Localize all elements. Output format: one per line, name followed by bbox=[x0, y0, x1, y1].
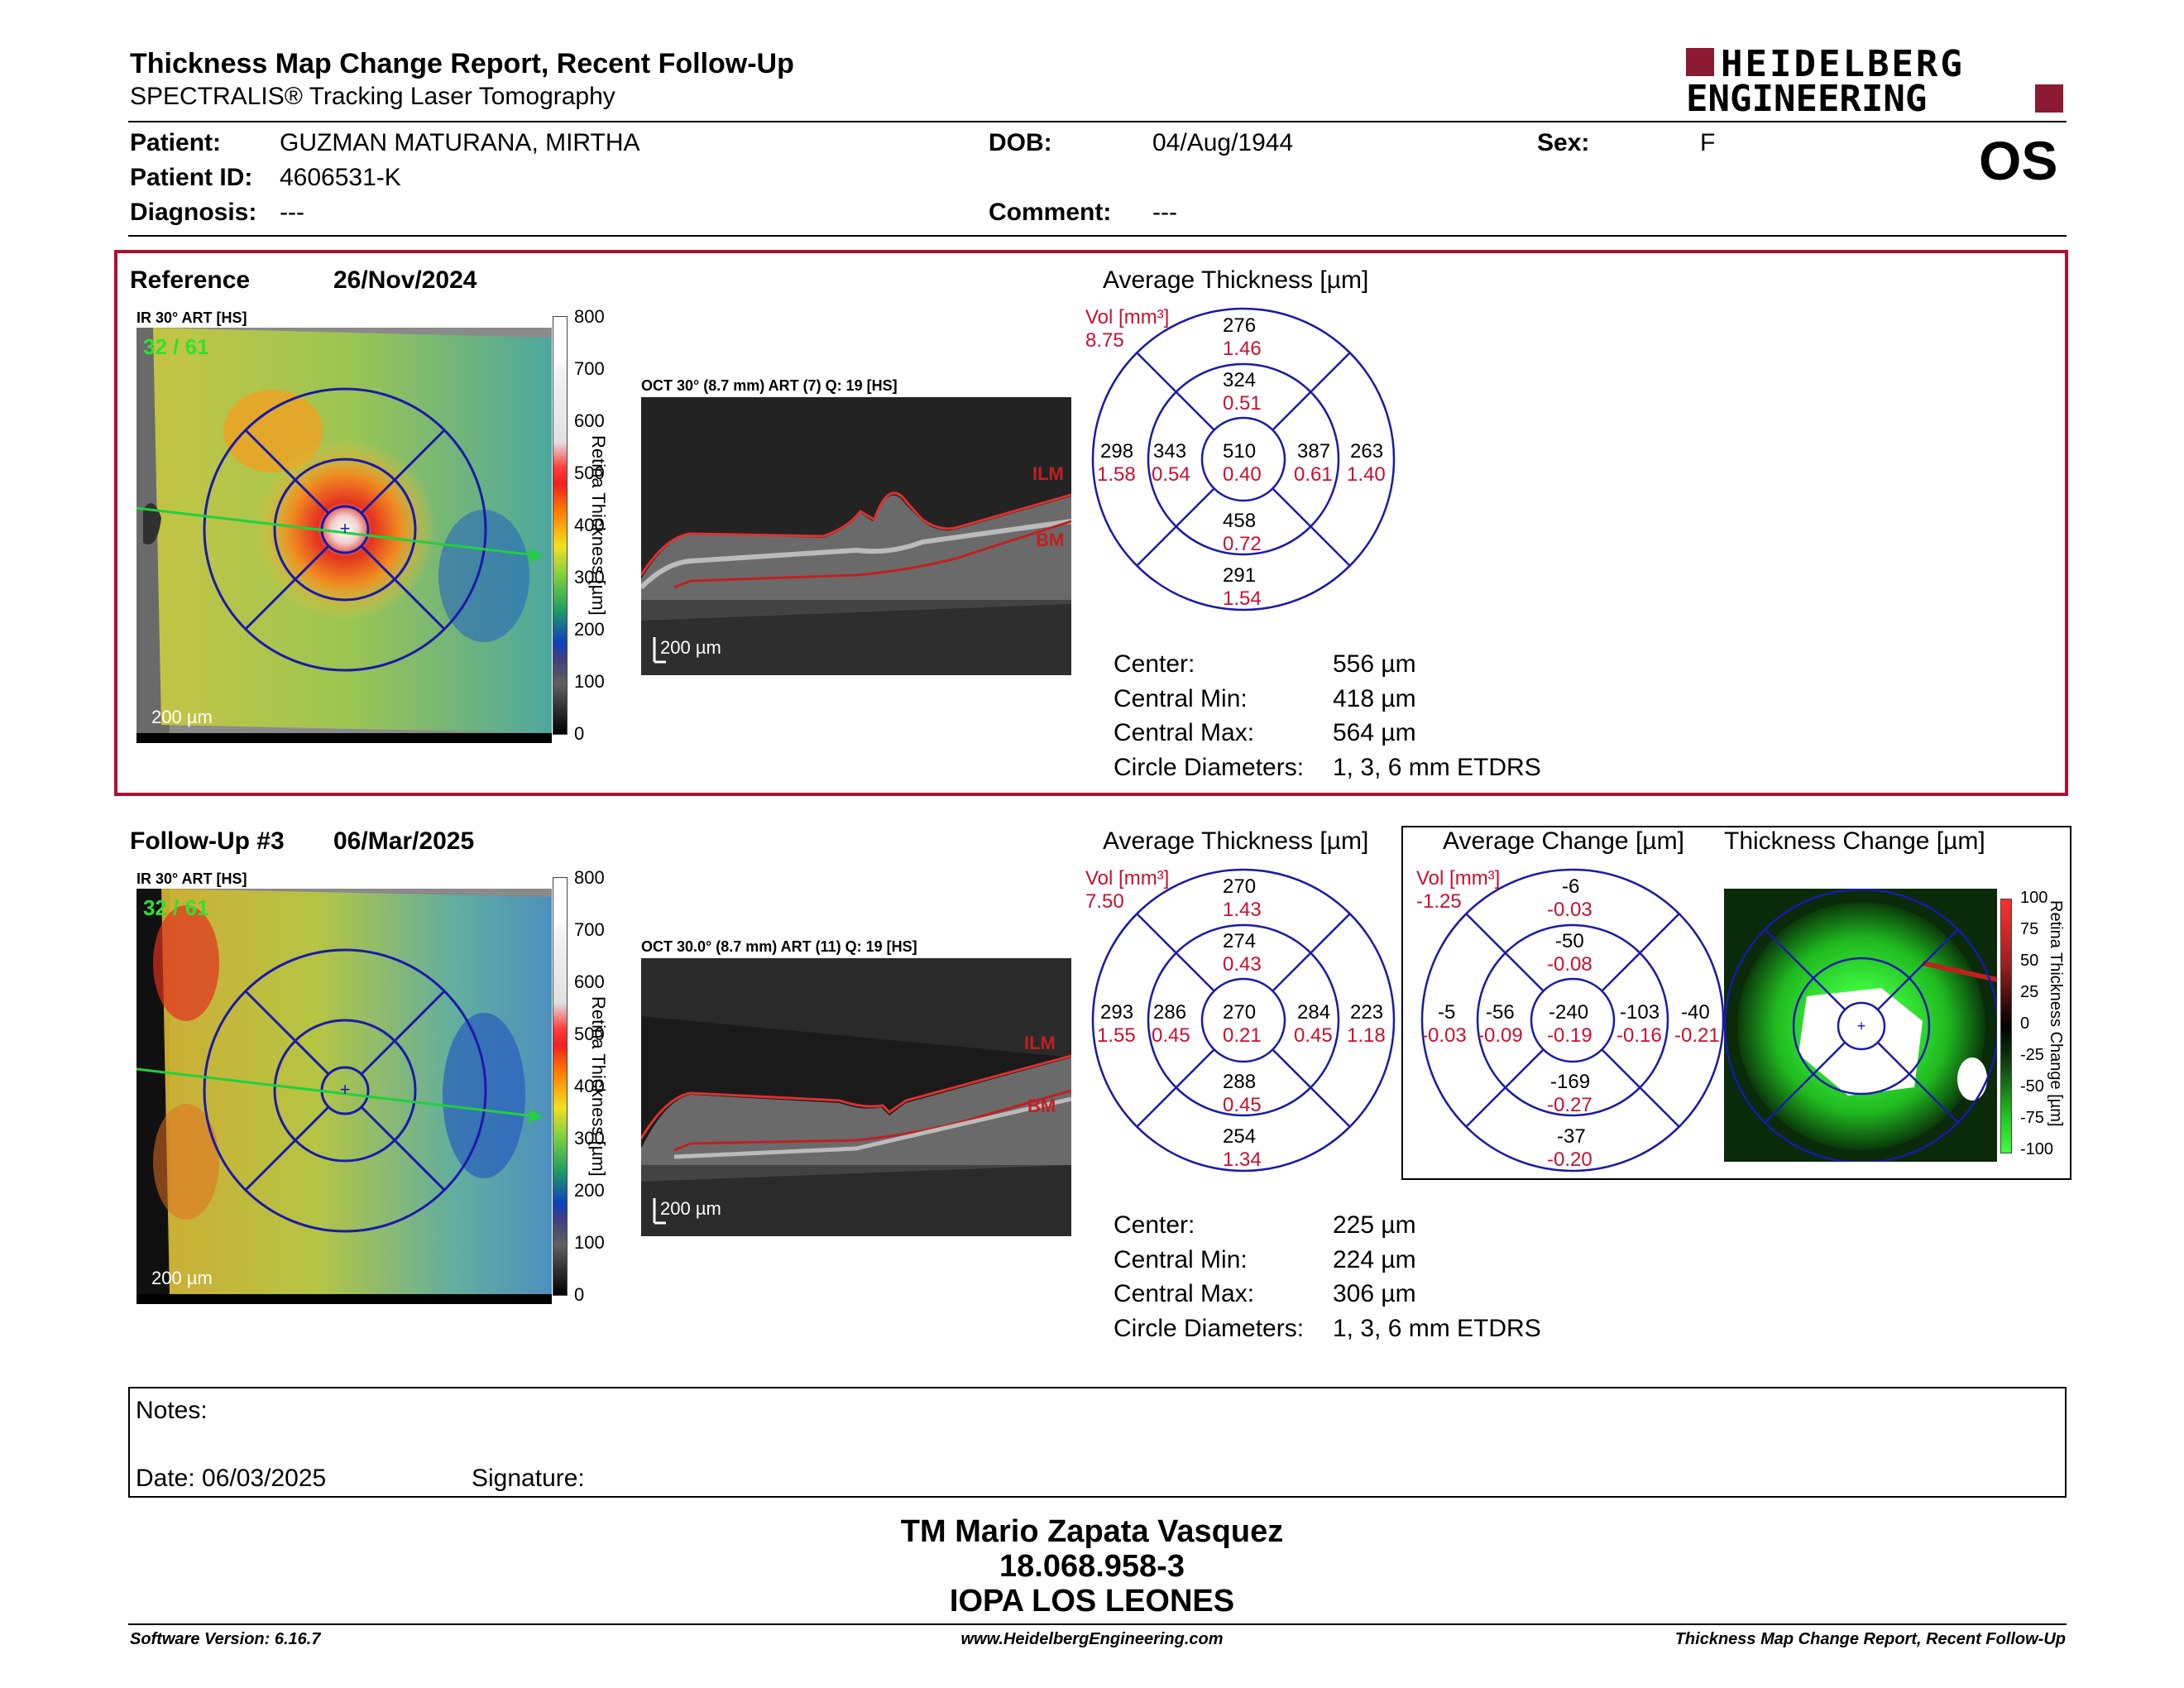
diagnosis-label: Diagnosis: bbox=[130, 199, 257, 226]
dob-label: DOB: bbox=[989, 129, 1052, 156]
comment-value: --- bbox=[1152, 199, 1177, 226]
heidelberg-logo: HEIDELBERG ENGINEERING bbox=[1686, 43, 2067, 120]
fu-avg-thickness-title: Average Thickness [µm] bbox=[1103, 827, 1369, 855]
ref-oct-title: OCT 30° (8.7 mm) ART (7) Q: 19 [HS] bbox=[641, 377, 898, 394]
sex-value: F bbox=[1700, 129, 1716, 156]
reference-label: Reference bbox=[130, 266, 251, 294]
sex-label: Sex: bbox=[1537, 129, 1590, 156]
notes-label: Notes: bbox=[136, 1397, 208, 1424]
patient-label: Patient: bbox=[130, 129, 222, 156]
ref-bm-label: BM bbox=[1036, 530, 1065, 550]
avg-change-title: Average Change [µm] bbox=[1443, 827, 1684, 855]
followup-label: Follow-Up #3 bbox=[130, 827, 285, 855]
footer-website[interactable]: www.HeidelbergEngineering.com bbox=[960, 1630, 1224, 1648]
ref-oct-scale: 200 µm bbox=[660, 637, 721, 658]
change-etdrs-grid bbox=[1420, 868, 1725, 1172]
ref-thickness-map: + bbox=[136, 328, 552, 743]
fu-bm-label: BM bbox=[1027, 1096, 1056, 1116]
change-vol-total: -1.25 bbox=[1416, 890, 1462, 913]
ref-ir-scale: 200 µm bbox=[151, 707, 213, 727]
fu-ilm-label: ILM bbox=[1024, 1033, 1056, 1053]
ref-vol-label: Vol [mm³] bbox=[1085, 306, 1170, 328]
fu-colorbar-label: Retina Thickness [µm] bbox=[588, 996, 609, 1177]
svg-text:+: + bbox=[340, 518, 351, 539]
fu-ir-title: IR 30° ART [HS] bbox=[136, 870, 247, 887]
patient-id-label: Patient ID: bbox=[130, 164, 253, 191]
thickness-change-title: Thickness Change [µm] bbox=[1724, 827, 1985, 855]
fu-thickness-colorbar bbox=[553, 877, 568, 1296]
reference-date: 26/Nov/2024 bbox=[333, 266, 477, 294]
ref-etdrs-grid bbox=[1091, 307, 1396, 611]
fu-oct-scan bbox=[641, 958, 1071, 1236]
signer-org: IOPA LOS LEONES bbox=[949, 1584, 1235, 1618]
change-colorbar bbox=[2000, 899, 2012, 1153]
ref-thickness-colorbar bbox=[553, 316, 568, 735]
signature-label: Signature: bbox=[472, 1465, 585, 1492]
fu-oct-scale: 200 µm bbox=[660, 1198, 721, 1219]
svg-text:+: + bbox=[1857, 1018, 1866, 1034]
ref-colorbar-label: Retina Thickness [µm] bbox=[588, 435, 609, 616]
comment-label: Comment: bbox=[989, 199, 1112, 226]
report-subtitle: SPECTRALIS® Tracking Laser Tomography bbox=[130, 83, 615, 110]
ref-vol-total: 8.75 bbox=[1085, 329, 1124, 352]
fu-ir-count: 32 / 61 bbox=[143, 895, 209, 920]
diagnosis-value: --- bbox=[280, 199, 304, 226]
report-title: Thickness Map Change Report, Recent Foll… bbox=[130, 48, 794, 79]
notes-date: Date: 06/03/2025 bbox=[136, 1465, 327, 1492]
ref-ir-title: IR 30° ART [HS] bbox=[136, 309, 247, 326]
change-panel bbox=[1401, 826, 2071, 1180]
reference-panel bbox=[114, 250, 2068, 796]
notes-box bbox=[128, 1387, 2067, 1498]
dob-value: 04/Aug/1944 bbox=[1152, 129, 1294, 156]
thickness-change-map: + bbox=[1724, 889, 1997, 1162]
fu-etdrs-grid bbox=[1091, 868, 1396, 1172]
ref-ilm-label: ILM bbox=[1032, 463, 1064, 484]
signer-name: TM Mario Zapata Vasquez bbox=[900, 1514, 1284, 1549]
eye-label: OS bbox=[1979, 130, 2058, 191]
signer-id: 18.068.958-3 bbox=[999, 1549, 1185, 1584]
change-colorbar-label: Retina Thickness Change [µm] bbox=[2047, 900, 2065, 1127]
change-vol-label: Vol [mm³] bbox=[1416, 867, 1501, 890]
fu-ir-scale: 200 µm bbox=[151, 1268, 213, 1288]
fu-vol-total: 7.50 bbox=[1085, 890, 1124, 913]
fu-vol-label: Vol [mm³] bbox=[1085, 867, 1170, 890]
patient-name: GUZMAN MATURANA, MIRTHA bbox=[280, 129, 640, 156]
ref-avg-thickness-title: Average Thickness [µm] bbox=[1103, 266, 1369, 294]
footer-report: Thickness Map Change Report, Recent Foll… bbox=[1674, 1630, 2066, 1648]
fu-thickness-map: + bbox=[136, 889, 552, 1304]
ref-ir-count: 32 / 61 bbox=[143, 334, 209, 359]
followup-date: 06/Mar/2025 bbox=[333, 827, 475, 855]
footer-software: Software Version: 6.16.7 bbox=[130, 1630, 321, 1648]
svg-text:+: + bbox=[340, 1079, 351, 1100]
patient-id: 4606531-K bbox=[280, 164, 401, 191]
ref-oct-scan bbox=[641, 397, 1071, 675]
fu-oct-title: OCT 30.0° (8.7 mm) ART (11) Q: 19 [HS] bbox=[641, 938, 917, 955]
